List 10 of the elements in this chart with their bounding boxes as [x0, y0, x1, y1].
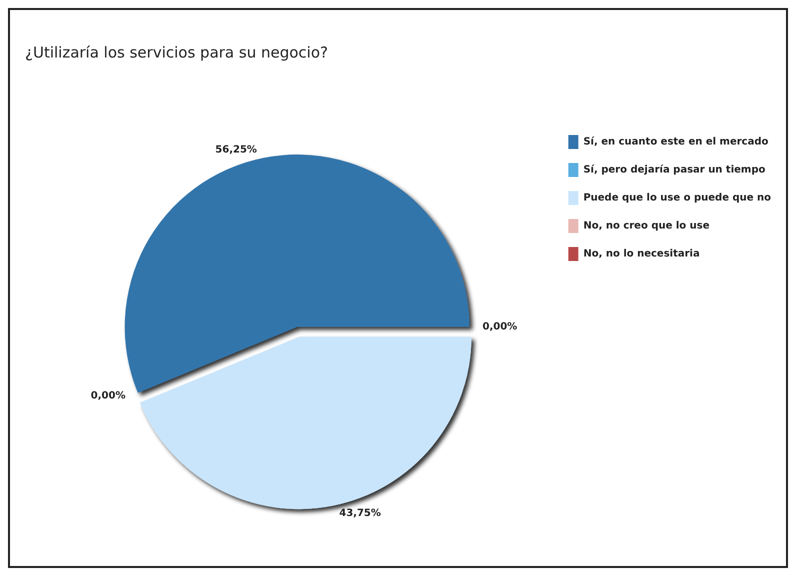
- legend-label: No, no lo necesitaria: [583, 248, 700, 260]
- legend-label: No, no creo que lo use: [583, 220, 710, 232]
- data-label: 43,75%: [339, 508, 381, 520]
- legend-label: Sí, en cuanto este en el mercado: [583, 136, 768, 148]
- legend-label: Puede que lo use o puede que no: [583, 192, 772, 204]
- text: 0,00%: [90, 390, 126, 402]
- data-label: 56,25%: [215, 144, 257, 156]
- text: 0,00%: [482, 321, 518, 332]
- legend-label: Sí, pero dejaría pasar un tiempo: [583, 164, 766, 176]
- chart-title: ¿Utilizaría los servicios para su negocio?: [25, 44, 328, 62]
